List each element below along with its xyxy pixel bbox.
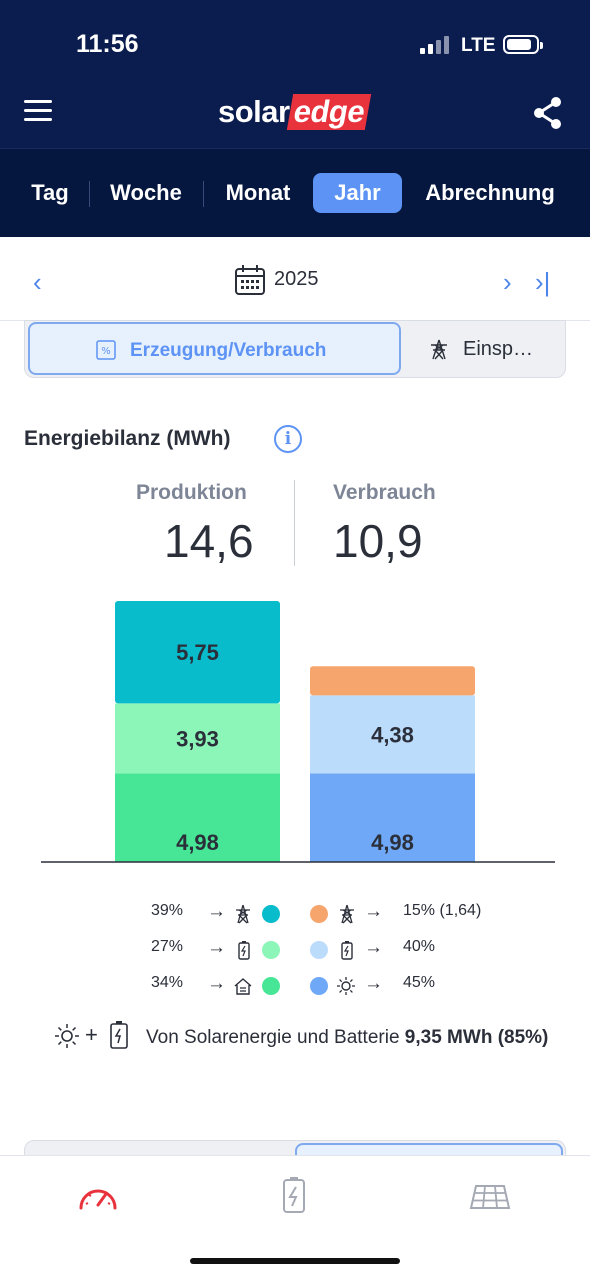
grid-pylon-icon: [340, 904, 354, 924]
tab-jahr[interactable]: Jahr: [313, 173, 402, 213]
bar-segment-produktion-1[interactable]: [115, 703, 280, 774]
battery-icon: [110, 1021, 128, 1049]
chart-legend: 39% → → 15% (1,64) 27% → → 40% 34% → → 4…: [0, 895, 590, 1005]
solaredge-logo: solaredge: [218, 94, 372, 130]
app-header: 11:56 LTE solaredge: [0, 0, 590, 148]
tab-monat[interactable]: Monat: [225, 180, 291, 205]
last-period-button[interactable]: ›|: [535, 267, 551, 297]
bar-segment-produktion-2[interactable]: [115, 601, 280, 704]
bar-value-label: 5,75: [176, 640, 219, 665]
arrow-right-icon: →: [364, 973, 383, 994]
consumption-value: 10,9: [333, 515, 423, 567]
sun-icon: [337, 977, 355, 995]
segment-erzeugung-verbrauch[interactable]: % Erzeugung/Verbrauch: [28, 322, 401, 375]
production-value: 14,6: [164, 515, 254, 567]
percent-doc-icon: %: [96, 340, 116, 360]
legend-row: 27% → → 40%: [0, 937, 590, 962]
legend-dot-cons-solar: [310, 977, 328, 995]
arrow-right-icon: →: [207, 901, 226, 922]
info-icon[interactable]: i: [274, 425, 302, 453]
signal-icon: [420, 36, 450, 54]
legend-dot-cons-grid: [310, 905, 328, 923]
section-title: Energiebilanz (MWh): [24, 427, 231, 450]
legend-dot-prod-house: [262, 977, 280, 995]
previous-period-button[interactable]: ‹: [33, 267, 42, 297]
legend-dot-prod-battery: [262, 941, 280, 959]
summary-text-block: Von Solarenergie und Batterie 9,35 MWh (…: [146, 1024, 566, 1052]
battery-icon: [341, 941, 353, 960]
legend-row: 34% → → 45%: [0, 973, 590, 998]
sun-icon: [55, 1024, 79, 1048]
plus-sign: +: [85, 1022, 98, 1047]
bar-value-label: 4,98: [176, 830, 219, 855]
status-bar: 11:56 LTE: [0, 0, 590, 84]
bar-segment-verbrauch-0[interactable]: [310, 773, 475, 862]
bar-segment-verbrauch-2[interactable]: [310, 666, 475, 696]
segment-einspeisung[interactable]: Einsp…: [463, 338, 534, 360]
selected-year[interactable]: 2025: [274, 268, 319, 290]
tab-divider: [89, 181, 90, 207]
logo-text-edge: edge: [286, 94, 372, 130]
segment-label: Erzeugung/Verbrauch: [130, 340, 327, 361]
view-segment-control: % Erzeugung/Verbrauch Einsp…: [24, 320, 566, 378]
period-tabs: Tag Woche Monat Jahr Abrechnung: [0, 148, 590, 237]
legend-left-pct: 27%: [151, 938, 184, 955]
bar-value-label: 4,98: [371, 830, 414, 855]
next-period-button[interactable]: ›: [503, 267, 512, 297]
legend-right-pct: 45%: [403, 974, 436, 991]
tab-woche[interactable]: Woche: [110, 180, 182, 205]
battery-icon[interactable]: [272, 1176, 316, 1216]
solar-panel-icon[interactable]: [468, 1176, 512, 1216]
logo-text-solar: solar: [218, 94, 290, 129]
date-navigation: ‹ 2025 › ›|: [0, 237, 590, 321]
bar-value-label: 3,93: [176, 726, 219, 751]
production-label: Produktion: [136, 481, 247, 504]
arrow-right-icon: →: [364, 901, 383, 922]
kpi-divider: [294, 480, 295, 566]
share-icon[interactable]: [532, 96, 564, 130]
self-sufficiency-summary: + Von Solarenergie und Batterie 9,35 MWh…: [54, 1021, 554, 1091]
bar-value-label: 4,38: [371, 722, 414, 747]
grid-pylon-icon: [236, 904, 250, 924]
tab-divider: [203, 181, 204, 207]
bar-segment-verbrauch-1[interactable]: [310, 695, 475, 774]
svg-text:%: %: [101, 346, 111, 357]
status-time: 11:56: [76, 30, 139, 58]
legend-right-pct: 15% (1,64): [403, 902, 482, 919]
legend-dot-cons-battery: [310, 941, 328, 959]
legend-right-pct: 40%: [403, 938, 436, 955]
house-icon: [234, 978, 252, 995]
home-indicator: [190, 1258, 400, 1264]
network-type: LTE: [461, 35, 496, 56]
battery-status-icon: [503, 35, 543, 54]
tab-tag[interactable]: Tag: [31, 180, 69, 205]
menu-icon[interactable]: [24, 100, 52, 122]
arrow-right-icon: →: [207, 937, 226, 958]
legend-row: 39% → → 15% (1,64): [0, 901, 590, 926]
summary-value: 9,35 MWh (85%): [404, 1027, 549, 1048]
grid-pylon-icon: [431, 339, 447, 360]
consumption-label: Verbrauch: [333, 481, 436, 504]
battery-icon: [238, 941, 250, 960]
arrow-right-icon: →: [207, 973, 226, 994]
tab-abrechnung[interactable]: Abrechnung: [425, 180, 555, 205]
energy-balance-chart: 4,98 3,93 5,75 4,98 4,38: [41, 601, 555, 863]
summary-text: Von Solarenergie und Batterie: [146, 1027, 400, 1048]
legend-dot-prod-grid: [262, 905, 280, 923]
bar-segment-produktion-0[interactable]: [115, 773, 280, 862]
calendar-icon[interactable]: [234, 264, 266, 296]
dashboard-gauge-icon[interactable]: [76, 1176, 120, 1216]
legend-left-pct: 39%: [151, 902, 184, 919]
legend-left-pct: 34%: [151, 974, 184, 991]
arrow-right-icon: →: [364, 937, 383, 958]
